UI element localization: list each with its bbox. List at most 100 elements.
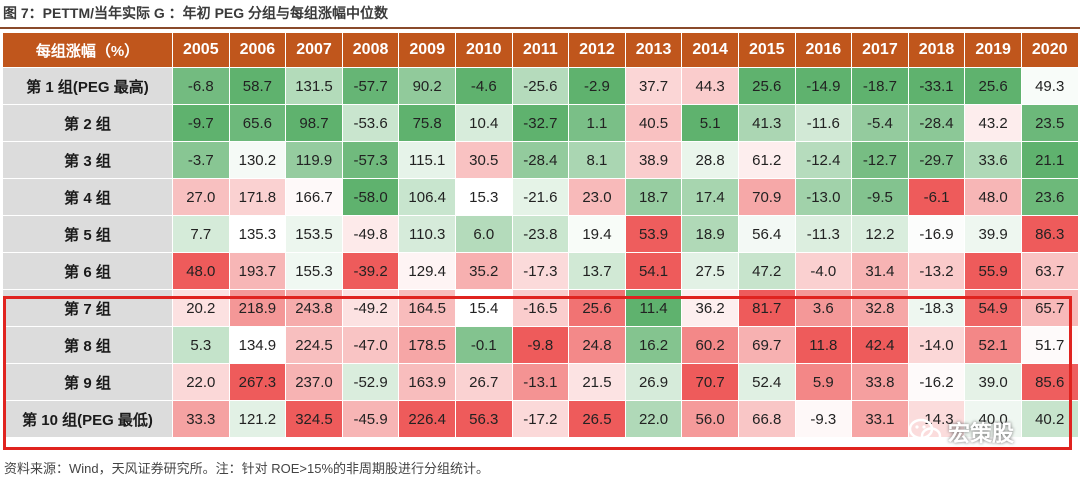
value-cell: 22.0 (624, 400, 683, 438)
value-cell: 38.9 (624, 141, 683, 179)
value-cell: -49.8 (341, 215, 400, 253)
value-cell: 164.5 (398, 289, 456, 327)
table-header-row: 每组涨幅（%） 2005 2006 2007 2008 2009 2010 2011 2012… (2, 32, 1079, 68)
header-year: 2014 (681, 32, 739, 68)
value-cell: 52.1 (964, 326, 1022, 364)
value-cell: 22.0 (172, 363, 230, 401)
value-cell: -25.6 (511, 67, 570, 105)
header-year: 2007 (285, 32, 343, 68)
value-cell: -16.2 (907, 363, 966, 401)
value-cell: 129.4 (398, 252, 456, 290)
value-cell: 21.5 (568, 363, 626, 401)
value-cell: 16.2 (624, 326, 683, 364)
header-year: 2012 (568, 32, 626, 68)
value-cell: -11.6 (794, 104, 853, 142)
value-cell: 25.6 (568, 289, 626, 327)
value-cell: 15.4 (454, 289, 513, 327)
value-cell: -4.6 (454, 67, 513, 105)
value-cell: 65.7 (1020, 289, 1079, 327)
value-cell: 23.5 (1020, 104, 1079, 142)
row-label: 第 1 组(PEG 最高) (2, 67, 173, 105)
value-cell: 3.6 (794, 289, 853, 327)
value-cell: -28.4 (907, 104, 966, 142)
header-year: 2017 (851, 32, 909, 68)
value-cell: 171.8 (228, 178, 287, 216)
table-row: 第 2 组 -9.7 65.6 98.7 -53.6 75.8 10.4 -32.7 1.1 40… (2, 104, 1079, 142)
watermark: 宏策股 (908, 414, 1014, 450)
value-cell: -47.0 (341, 326, 400, 364)
value-cell: 12.2 (851, 215, 909, 253)
value-cell: 40.5 (624, 104, 683, 142)
value-cell: 8.1 (568, 141, 626, 179)
value-cell: 85.6 (1020, 363, 1079, 401)
value-cell: 17.4 (681, 178, 739, 216)
value-cell: 24.8 (568, 326, 626, 364)
value-cell: 18.9 (681, 215, 739, 253)
value-cell: -45.9 (341, 400, 400, 438)
value-cell: 134.9 (228, 326, 287, 364)
value-cell: 11.4 (624, 289, 683, 327)
value-cell: 70.7 (681, 363, 739, 401)
value-cell: 39.0 (964, 363, 1022, 401)
value-cell: 130.2 (228, 141, 287, 179)
header-year: 2011 (511, 32, 570, 68)
value-cell: 65.6 (228, 104, 287, 142)
value-cell: 5.9 (794, 363, 853, 401)
value-cell: -57.7 (341, 67, 400, 105)
value-cell: 13.7 (568, 252, 626, 290)
table-row: 第 4 组 27.0 171.8 166.7 -58.0 106.4 15.3 -21.6 23… (2, 178, 1079, 216)
value-cell: -13.0 (794, 178, 853, 216)
value-cell: 324.5 (285, 400, 343, 438)
value-cell: 237.0 (285, 363, 343, 401)
value-cell: 15.3 (454, 178, 513, 216)
value-cell: 155.3 (285, 252, 343, 290)
value-cell: 39.9 (964, 215, 1022, 253)
value-cell: 19.4 (568, 215, 626, 253)
value-cell: -9.5 (851, 178, 909, 216)
value-cell: 44.3 (681, 67, 739, 105)
value-cell: -4.0 (794, 252, 853, 290)
table-body: 第 1 组(PEG 最高) -6.8 58.7 131.5 -57.7 90.2 -4.6-… (2, 67, 1079, 438)
value-cell: 66.8 (737, 400, 796, 438)
header-year: 2006 (228, 32, 287, 68)
value-cell: 47.2 (737, 252, 796, 290)
value-cell: 218.9 (228, 289, 287, 327)
value-cell: -18.7 (851, 67, 909, 105)
header-label-cell: 每组涨幅（%） (2, 32, 173, 68)
row-label: 第 5 组 (2, 215, 173, 253)
value-cell: 10.4 (454, 104, 513, 142)
value-cell: 121.2 (228, 400, 287, 438)
header-year: 2015 (737, 32, 796, 68)
value-cell: 27.0 (172, 178, 230, 216)
value-cell: -11.3 (794, 215, 853, 253)
row-label: 第 7 组 (2, 289, 173, 327)
value-cell: 115.1 (398, 141, 456, 179)
value-cell: 52.4 (737, 363, 796, 401)
value-cell: -58.0 (341, 178, 400, 216)
value-cell: 48.0 (172, 252, 230, 290)
figure-title: 图 7：PETTM/当年实际 G ：年初 PEG 分组与每组涨幅中位数 (3, 5, 389, 21)
value-cell: 56.0 (681, 400, 739, 438)
value-cell: -3.7 (172, 141, 230, 179)
value-cell: 178.5 (398, 326, 456, 364)
value-cell: 224.5 (285, 326, 343, 364)
value-cell: 163.9 (398, 363, 456, 401)
header-year: 2013 (624, 32, 683, 68)
value-cell: 69.7 (737, 326, 796, 364)
row-label: 第 8 组 (2, 326, 173, 364)
value-cell: 21.1 (1020, 141, 1079, 179)
value-cell: 56.3 (454, 400, 513, 438)
row-label: 第 10 组(PEG 最低) (2, 400, 173, 438)
value-cell: 5.1 (681, 104, 739, 142)
value-cell: 11.8 (794, 326, 853, 364)
value-cell: 28.8 (681, 141, 739, 179)
value-cell: -53.6 (341, 104, 400, 142)
value-cell: 49.3 (1020, 67, 1079, 105)
row-label: 第 2 组 (2, 104, 173, 142)
value-cell: 43.2 (964, 104, 1022, 142)
value-cell: -13.2 (907, 252, 966, 290)
value-cell: -14.3 (907, 400, 966, 438)
value-cell: 36.2 (681, 289, 739, 327)
value-cell: 110.3 (398, 215, 456, 253)
wechat-icon (908, 418, 942, 445)
